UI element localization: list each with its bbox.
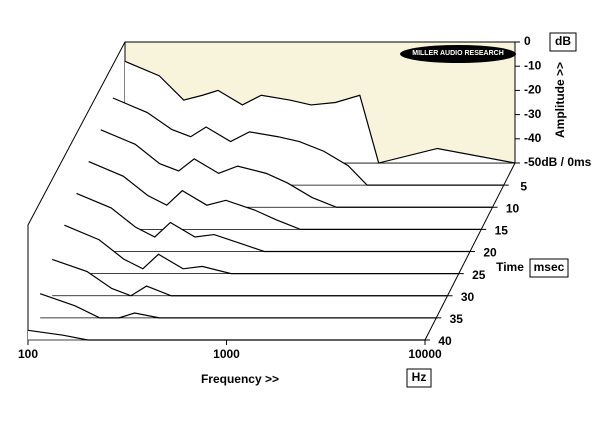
slice-line [39,293,437,319]
slice-fill [52,259,448,296]
t-tick-label: 40 [438,334,452,348]
x-axis-label: Frequency >> [201,372,279,386]
logo: MILLER AUDIO RESEARCH [400,45,516,63]
x-unit: Hz [412,370,427,384]
t-tick-label: 10 [506,201,520,215]
x-tick-label: 100 [18,347,38,361]
t-tick-label: 20 [483,246,497,260]
slice-fill [64,225,459,274]
z-axis-label: Amplitude >> [553,62,567,138]
slice-fill [88,161,482,230]
slice-fill [40,293,437,318]
side-wall [27,41,126,340]
logo-badge [400,45,516,63]
slice-fill [76,193,470,252]
slice-line [27,329,425,341]
logo-text: MILLER AUDIO RESEARCH [412,50,504,57]
t-unit: msec [534,260,565,274]
z-tick-label: -30 [524,107,542,121]
z-tick-label: -10 [524,58,542,72]
slice-fill [28,330,425,340]
slice-line [112,97,504,186]
slice-fill [100,129,493,208]
t-tick-label: 35 [450,312,464,326]
z-tick-label: 0 [524,34,531,48]
z-tick-label: -20 [524,83,542,97]
z-unit: dB [555,34,571,48]
unit-box [549,32,577,52]
x-tick-label: 1000 [213,347,240,361]
t-tick-label: 30 [461,290,475,304]
unit-box [406,368,432,388]
unit-box [529,258,569,278]
t-tick-label: 15 [495,224,509,238]
x-tick-label: 10000 [408,347,442,361]
slice-line [124,60,516,164]
z-tick-label: -50dB / 0ms [524,155,592,169]
t-tick-label: 5 [520,179,527,193]
slice-fill [112,98,504,186]
t-axis-label: Time [496,260,524,274]
z-tick-label: -40 [524,131,542,145]
t-tick-label: 25 [472,268,486,282]
